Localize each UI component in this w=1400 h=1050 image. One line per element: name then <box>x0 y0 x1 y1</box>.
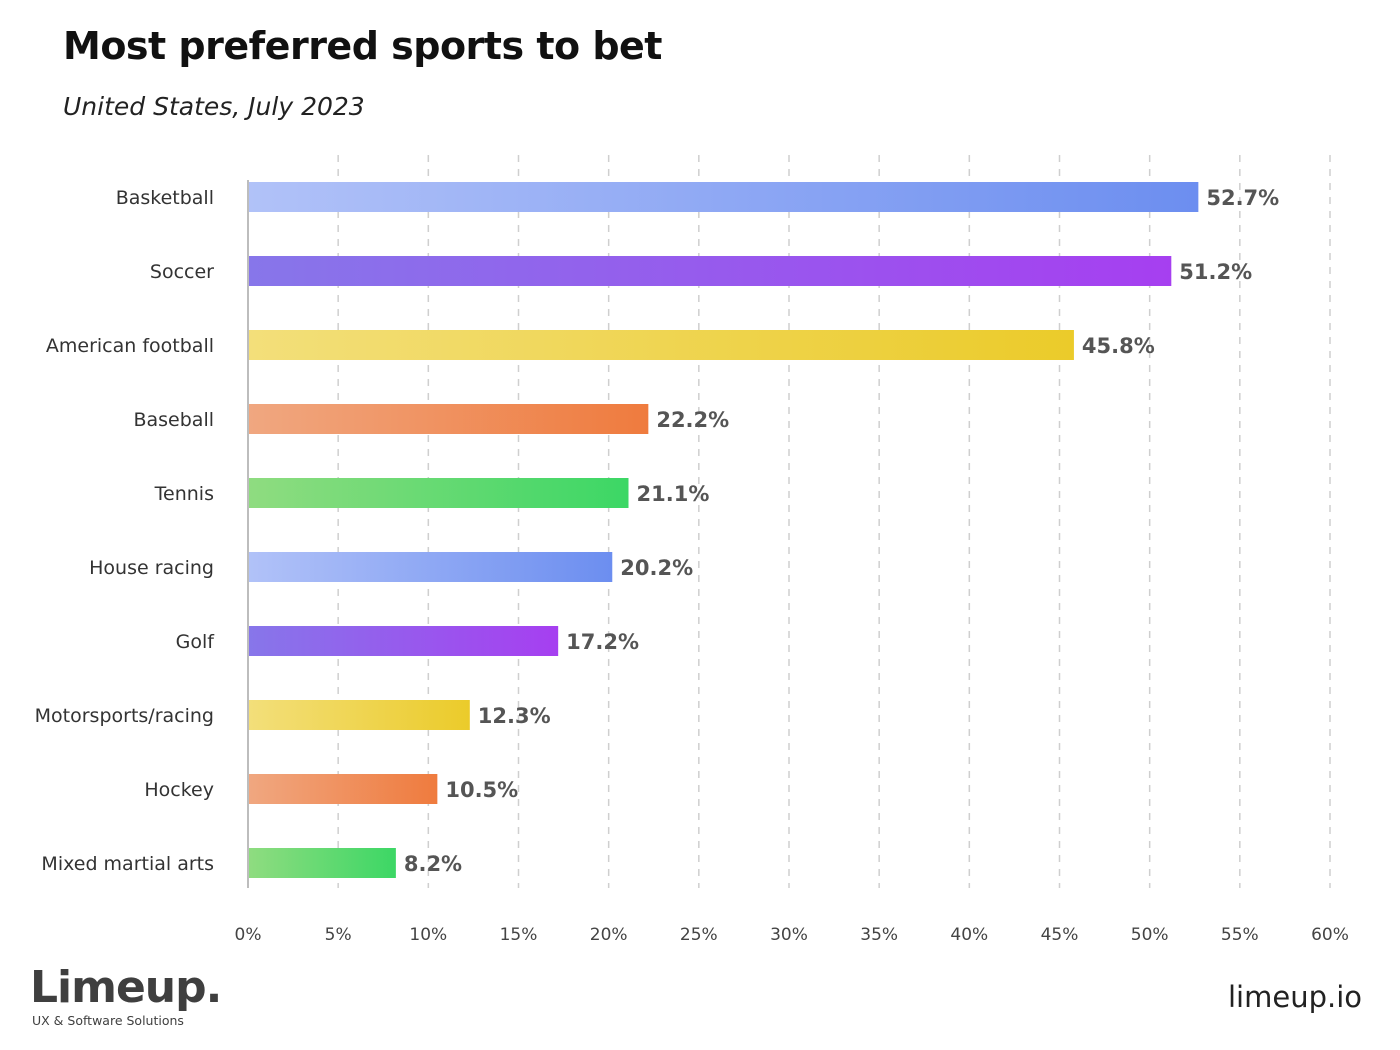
website-link[interactable]: limeup.io <box>1227 980 1362 1014</box>
x-tick-label: 15% <box>500 925 538 945</box>
category-label: Mixed martial arts <box>41 853 214 875</box>
bar <box>249 256 1172 286</box>
x-tick-label: 30% <box>770 925 808 945</box>
x-tick-label: 55% <box>1221 925 1259 945</box>
bar <box>249 552 613 582</box>
bar <box>249 774 438 804</box>
bar <box>249 626 559 656</box>
data-label: 10.5% <box>445 778 518 802</box>
chart-subtitle: United States, July 2023 <box>63 92 365 121</box>
category-label: Hockey <box>144 779 214 801</box>
x-tick-label: 45% <box>1041 925 1079 945</box>
category-label: House racing <box>89 557 214 579</box>
bar <box>249 404 649 434</box>
bar <box>249 848 396 878</box>
data-label: 8.2% <box>404 852 462 876</box>
data-label: 12.3% <box>478 704 551 728</box>
data-label: 45.8% <box>1082 334 1155 358</box>
data-label: 20.2% <box>620 556 693 580</box>
x-tick-label: 40% <box>950 925 988 945</box>
x-tick-label: 5% <box>325 925 352 945</box>
x-tick-label: 20% <box>590 925 628 945</box>
data-label: 52.7% <box>1206 186 1279 210</box>
x-tick-label: 10% <box>409 925 447 945</box>
bar <box>249 182 1199 212</box>
category-label: Soccer <box>150 261 214 283</box>
x-tick-label: 25% <box>680 925 718 945</box>
category-label: Basketball <box>116 187 214 209</box>
logo-tagline: UX & Software Solutions <box>32 1013 184 1028</box>
bar <box>249 700 470 730</box>
data-label: 21.1% <box>637 482 710 506</box>
x-tick-label: 0% <box>235 925 262 945</box>
x-tick-label: 60% <box>1311 925 1349 945</box>
bar <box>249 330 1074 360</box>
x-tick-label: 50% <box>1131 925 1169 945</box>
category-label: Golf <box>176 631 216 653</box>
data-label: 17.2% <box>566 630 639 654</box>
category-label: American football <box>46 335 214 357</box>
category-label: Baseball <box>133 409 214 431</box>
category-label: Motorsports/racing <box>35 705 214 727</box>
bar <box>249 478 629 508</box>
chart-title: Most preferred sports to bet <box>63 24 662 68</box>
data-label: 22.2% <box>656 408 729 432</box>
category-label: Tennis <box>154 483 214 505</box>
bar-chart: 0% 5% 10% 15% 20% 25% 30% 35% 40% 45% 50% 55% 60% Bas… <box>35 155 1349 945</box>
limeup-logo: Limeup. <box>30 962 222 1013</box>
data-label: 51.2% <box>1179 260 1252 284</box>
x-tick-label: 35% <box>860 925 898 945</box>
